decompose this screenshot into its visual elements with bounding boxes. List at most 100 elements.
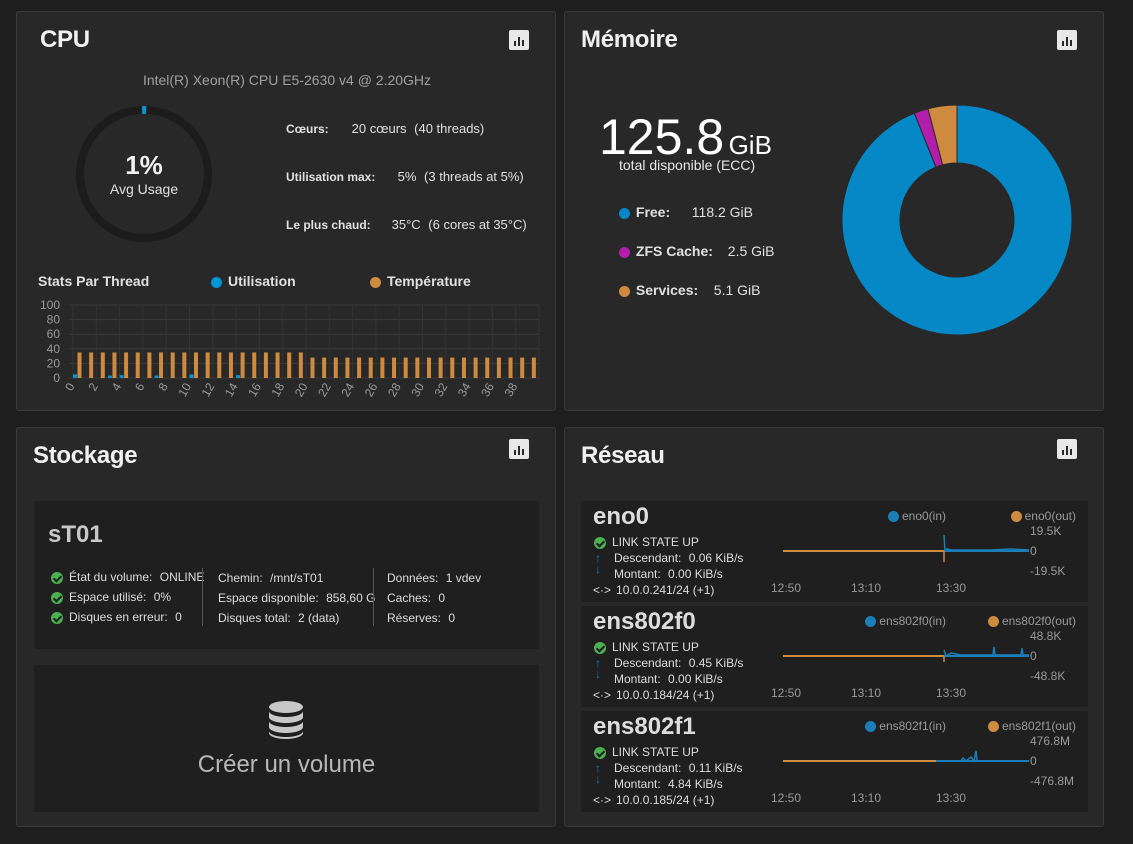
down-value: 0.06 KiB/s bbox=[688, 551, 744, 565]
memory-reports-icon[interactable] bbox=[1057, 30, 1077, 50]
x-tick-label: 2 bbox=[85, 380, 101, 393]
legend-out[interactable]: ens802f0(out) bbox=[987, 614, 1076, 628]
time-label: 12:50 bbox=[771, 791, 802, 805]
network-reports-icon[interactable] bbox=[1057, 439, 1077, 459]
temperature-bar bbox=[275, 352, 280, 378]
x-tick-label: 30 bbox=[408, 380, 427, 399]
temperature-bar bbox=[508, 357, 513, 378]
cpu-max-detail: (3 threads at 5%) bbox=[424, 169, 524, 184]
legend-out[interactable]: eno0(out) bbox=[1010, 509, 1076, 523]
link-check-icon bbox=[594, 641, 606, 654]
legend-utilisation[interactable]: Utilisation bbox=[211, 273, 296, 289]
up-row: Montant: 4.84 KiB/s bbox=[614, 777, 723, 791]
x-tick-label: 4 bbox=[109, 380, 125, 393]
pool-divider-1 bbox=[202, 568, 203, 626]
temperature-bar bbox=[252, 352, 257, 378]
time-label: 13:10 bbox=[851, 686, 882, 700]
free-label: Free: bbox=[635, 204, 671, 220]
in-traffic-spike bbox=[943, 646, 1029, 658]
legend-in[interactable]: ens802f1(in) bbox=[865, 719, 946, 733]
temperature-bar bbox=[194, 352, 198, 378]
utilisation-bar bbox=[154, 375, 159, 378]
down-label: Descendant: bbox=[614, 656, 682, 670]
temperature-bar bbox=[217, 352, 222, 378]
interface-name: ens802f1 bbox=[593, 713, 696, 740]
memory-total-label: total disponible (ECC) bbox=[619, 157, 756, 173]
legend-in[interactable]: eno0(in) bbox=[887, 509, 946, 523]
temperature-bar bbox=[228, 352, 233, 378]
donut-slice bbox=[841, 104, 1073, 336]
legend-out[interactable]: ens802f1(out) bbox=[987, 719, 1076, 733]
x-tick-label: 16 bbox=[245, 380, 264, 399]
interface-panel: ens802f1 LINK STATE UP ↑ ↓ Descendant: 0.… bbox=[581, 711, 1088, 812]
avail-label: Espace disponible: bbox=[218, 591, 319, 605]
state-label: État du volume: bbox=[69, 570, 153, 584]
link-state-label: LINK STATE UP bbox=[612, 640, 699, 654]
memory-legend-free: Free: 118.2 GiB bbox=[619, 204, 753, 220]
address-icon: <·> bbox=[593, 688, 612, 702]
x-tick-label: 18 bbox=[268, 380, 287, 399]
y-axis-mid: 0 bbox=[1030, 544, 1037, 558]
spares-label: Réserves: bbox=[387, 611, 442, 625]
temperature-bar bbox=[147, 352, 152, 378]
cpu-reports-icon[interactable] bbox=[509, 30, 529, 50]
utilisation-bar bbox=[236, 375, 241, 378]
link-check-icon bbox=[594, 536, 606, 549]
temperature-bar bbox=[77, 352, 82, 378]
memory-card: Mémoire 125.8 GiB total disponible (ECC)… bbox=[564, 11, 1104, 411]
disks-value: 2 (data) bbox=[298, 611, 340, 625]
legend-temperature[interactable]: Température bbox=[370, 273, 471, 289]
pool-cache-row: Caches: 0 bbox=[387, 591, 445, 605]
path-label: Chemin: bbox=[218, 571, 263, 585]
state-value: ONLINE bbox=[159, 570, 205, 584]
address-icon: <·> bbox=[593, 793, 612, 807]
y-tick-label: 60 bbox=[47, 327, 61, 341]
cache-value: 0 bbox=[438, 591, 446, 605]
temperature-bar bbox=[112, 352, 117, 378]
time-label: 12:50 bbox=[771, 686, 802, 700]
cpu-title: CPU bbox=[40, 26, 90, 53]
cpu-cores-value: 20 cœurs bbox=[351, 121, 407, 136]
utilisation-bar bbox=[119, 375, 124, 378]
pool-panel: sT01 État du volume: ONLINE Espace utili… bbox=[34, 501, 539, 649]
temperature-bar bbox=[485, 357, 490, 378]
temperature-bar bbox=[124, 352, 129, 378]
legend-in-label: eno0(in) bbox=[901, 509, 946, 523]
services-dot-icon bbox=[619, 285, 630, 297]
free-dot-icon bbox=[619, 207, 630, 219]
temperature-bar bbox=[461, 357, 466, 378]
cpu-max-value: 5% bbox=[397, 169, 417, 184]
temperature-bar bbox=[403, 357, 408, 378]
storage-reports-icon[interactable] bbox=[509, 439, 529, 459]
up-label: Montant: bbox=[614, 567, 661, 581]
x-tick-label: 12 bbox=[199, 380, 218, 399]
traffic-arrows-icon: ↑ ↓ bbox=[595, 551, 601, 576]
traffic-chart bbox=[783, 646, 1029, 662]
y-tick-label: 20 bbox=[47, 356, 61, 370]
temperature-bar bbox=[473, 357, 478, 378]
memory-total-value: 125.8 bbox=[599, 109, 725, 165]
link-state: LINK STATE UP bbox=[594, 535, 699, 549]
out-dot-icon bbox=[1010, 511, 1022, 523]
y-tick-label: 40 bbox=[47, 342, 61, 356]
legend-in[interactable]: ens802f0(in) bbox=[865, 614, 946, 628]
used-value: 0% bbox=[153, 590, 172, 604]
cpu-hot-detail: (6 cores at 35°C) bbox=[428, 217, 527, 232]
utilisation-bar bbox=[73, 374, 77, 378]
up-label: Montant: bbox=[614, 777, 661, 791]
link-state: LINK STATE UP bbox=[594, 640, 699, 654]
temperature-bar bbox=[496, 357, 501, 378]
interface-name: ens802f0 bbox=[593, 608, 696, 635]
traffic-chart bbox=[783, 750, 1029, 763]
storage-title: Stockage bbox=[33, 442, 138, 469]
time-label: 13:10 bbox=[851, 581, 882, 595]
x-tick-label: 10 bbox=[175, 380, 194, 399]
services-label: Services: bbox=[635, 282, 699, 298]
down-row: Descendant: 0.11 KiB/s bbox=[614, 761, 743, 775]
pool-path-row: Chemin: /mnt/sT01 bbox=[218, 571, 323, 585]
create-volume-panel[interactable]: Créer un volume bbox=[34, 665, 539, 812]
down-value: 0.45 KiB/s bbox=[688, 656, 744, 670]
thread-chart-title: Stats Par Thread bbox=[38, 273, 150, 289]
interface-name: eno0 bbox=[593, 503, 650, 530]
link-state: LINK STATE UP bbox=[594, 745, 699, 759]
